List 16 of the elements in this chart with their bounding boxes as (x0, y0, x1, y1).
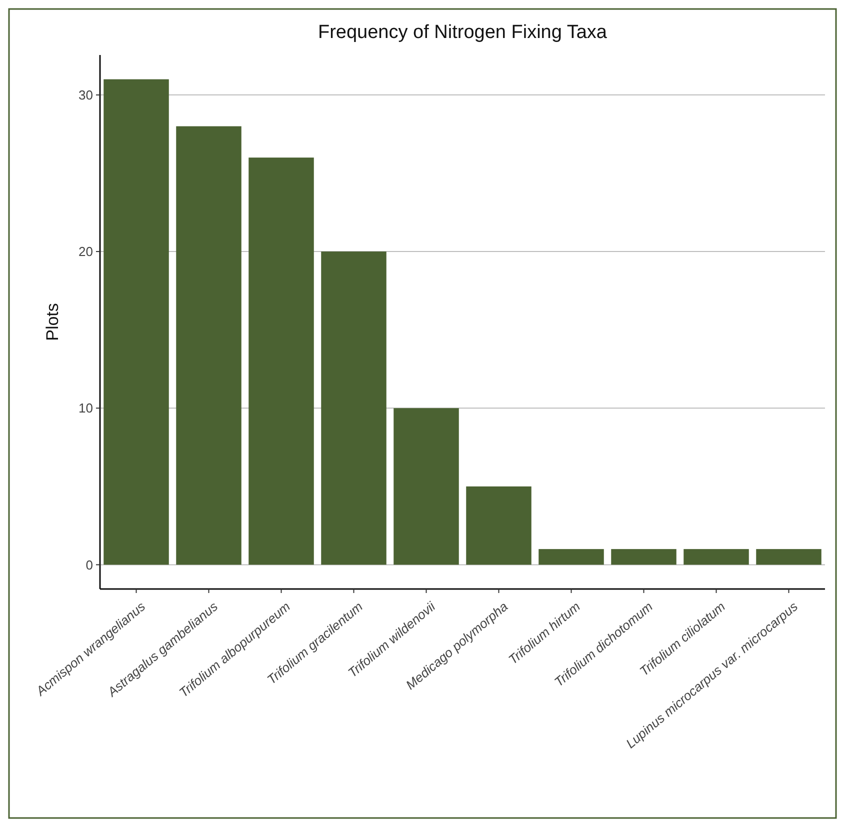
y-axis-title: Plots (43, 303, 62, 341)
bar (394, 408, 459, 565)
y-tick-label: 20 (78, 244, 93, 260)
bar (466, 486, 532, 565)
y-tick-label: 10 (78, 400, 93, 416)
bar (176, 126, 242, 565)
chart-title: Frequency of Nitrogen Fixing Taxa (318, 22, 608, 43)
bar (684, 549, 749, 565)
y-tick-label: 30 (78, 87, 93, 102)
y-tick-label: 0 (86, 557, 93, 572)
bar (756, 549, 822, 565)
bar (611, 549, 676, 565)
bar (321, 252, 386, 565)
bar (248, 158, 314, 565)
bar (104, 79, 169, 565)
bar (538, 549, 604, 565)
